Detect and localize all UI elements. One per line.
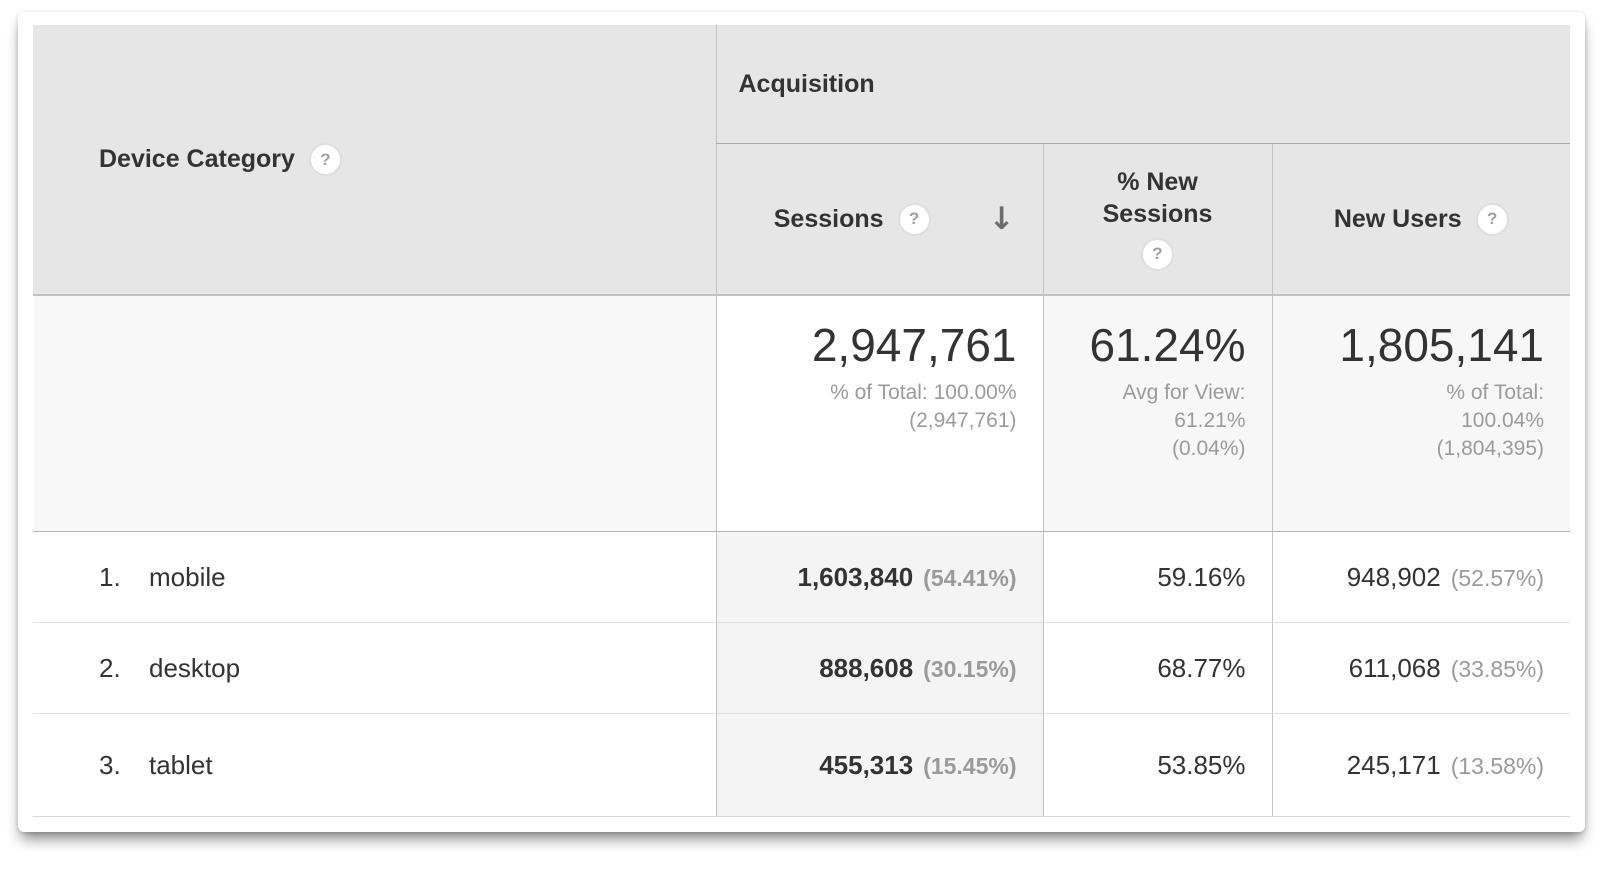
sessions-percent: (15.45%)	[923, 752, 1017, 779]
help-icon[interactable]: ?	[1141, 237, 1174, 271]
help-icon[interactable]: ?	[897, 202, 931, 236]
pct-new-sessions-avg-subtext: 61.21%	[1174, 408, 1246, 432]
pct-new-sessions-cell: 53.85%	[1042, 713, 1272, 817]
dimension-column-header[interactable]: Device Category ?	[33, 25, 716, 296]
new-users-percent: (13.58%)	[1450, 752, 1545, 779]
device-category-value: desktop	[149, 652, 241, 683]
new-users-cell: 611,068 (33.85%)	[1271, 622, 1571, 714]
new-users-cell: 245,171 (13.58%)	[1271, 713, 1571, 817]
pct-new-sessions-cell: 59.16%	[1042, 531, 1272, 623]
column-header-pct-new-sessions[interactable]: % New Sessions ?	[1042, 143, 1272, 296]
column-header-new-users[interactable]: New Users ?	[1271, 143, 1571, 296]
new-users-percent: (52.57%)	[1450, 564, 1545, 591]
sessions-cell: 1,603,840 (54.41%)	[715, 531, 1043, 623]
new-users-total-subtext: % of Total:	[1446, 380, 1545, 404]
dimension-cell[interactable]: 1. mobile	[33, 531, 716, 623]
new-users-header-label: New Users	[1333, 204, 1462, 233]
summary-dimension-cell	[33, 295, 716, 532]
sessions-total-subtext: % of Total: 100.00%	[830, 380, 1017, 404]
sessions-total-value: 2,947,761	[811, 319, 1017, 371]
dimension-cell[interactable]: 2. desktop	[33, 622, 716, 714]
group-header-row: Device Category ? Acquisition	[33, 25, 1571, 296]
new-users-total-value: 1,805,141	[1339, 319, 1545, 371]
column-header-row: Sessions ? ↓ % New Sessions ? New Users …	[33, 143, 1571, 296]
pct-new-sessions-avg-subtext: Avg for View:	[1122, 380, 1246, 404]
group-header-label: Acquisition	[738, 69, 875, 98]
summary-row: 2,947,761 % of Total: 100.00% (2,947,761…	[33, 295, 1571, 532]
row-index: 3.	[99, 749, 121, 780]
row-index: 2.	[99, 652, 121, 683]
acquisition-report-table: Device Category ? Acquisition Sessions ?	[33, 25, 1571, 817]
pct-new-sessions-header-label: % New Sessions	[1102, 168, 1213, 228]
table-row-mobile: 1. mobile 1,603,840 (54.41%) 59.16% 948,9…	[33, 531, 1571, 623]
new-users-percent: (33.85%)	[1450, 655, 1545, 682]
new-users-value: 611,068	[1348, 652, 1441, 683]
sort-descending-icon[interactable]: ↓	[988, 200, 1015, 237]
dimension-header-label: Device Category	[99, 145, 295, 173]
sessions-percent: (30.15%)	[923, 655, 1017, 682]
help-icon[interactable]: ?	[1475, 202, 1509, 236]
acquisition-group-header: Acquisition	[715, 25, 1571, 144]
device-category-value: mobile	[149, 561, 226, 592]
pct-new-sessions-cell: 68.77%	[1042, 622, 1272, 714]
summary-pct-new-sessions-cell: 61.24% Avg for View: 61.21% (0.04%)	[1042, 295, 1272, 532]
pct-new-sessions-value: 68.77%	[1157, 652, 1246, 683]
device-category-value: tablet	[149, 749, 213, 780]
row-index: 1.	[99, 561, 121, 592]
pct-new-sessions-avg-subtext: (0.04%)	[1171, 437, 1246, 461]
new-users-cell: 948,902 (52.57%)	[1271, 531, 1571, 623]
dimension-cell[interactable]: 3. tablet	[33, 713, 716, 817]
sessions-cell: 888,608 (30.15%)	[715, 622, 1043, 714]
new-users-total-subtext: (1,804,395)	[1436, 437, 1545, 461]
summary-sessions-cell: 2,947,761 % of Total: 100.00% (2,947,761…	[715, 295, 1043, 532]
sessions-value: 1,603,840	[797, 561, 914, 592]
pct-new-sessions-value: 59.16%	[1157, 561, 1246, 592]
sessions-total-subtext: (2,947,761)	[909, 408, 1017, 432]
sessions-value: 888,608	[819, 652, 914, 683]
sessions-percent: (54.41%)	[923, 564, 1017, 591]
column-header-sessions[interactable]: Sessions ? ↓	[715, 143, 1043, 296]
sessions-cell: 455,313 (15.45%)	[715, 713, 1043, 817]
new-users-value: 245,171	[1346, 749, 1441, 780]
summary-new-users-cell: 1,805,141 % of Total: 100.04% (1,804,395…	[1271, 295, 1571, 532]
sessions-header-label: Sessions	[773, 204, 884, 233]
report-table-card: Device Category ? Acquisition Sessions ?	[18, 12, 1585, 832]
table-row-desktop: 2. desktop 888,608 (30.15%) 68.77% 611,06…	[33, 622, 1571, 714]
pct-new-sessions-avg-value: 61.24%	[1089, 319, 1246, 371]
table-row-tablet: 3. tablet 455,313 (15.45%) 53.85% 245,171…	[33, 713, 1571, 817]
sessions-value: 455,313	[819, 749, 914, 780]
help-icon[interactable]: ?	[308, 143, 342, 176]
pct-new-sessions-value: 53.85%	[1157, 749, 1246, 780]
new-users-value: 948,902	[1346, 561, 1441, 592]
new-users-total-subtext: 100.04%	[1461, 408, 1545, 432]
